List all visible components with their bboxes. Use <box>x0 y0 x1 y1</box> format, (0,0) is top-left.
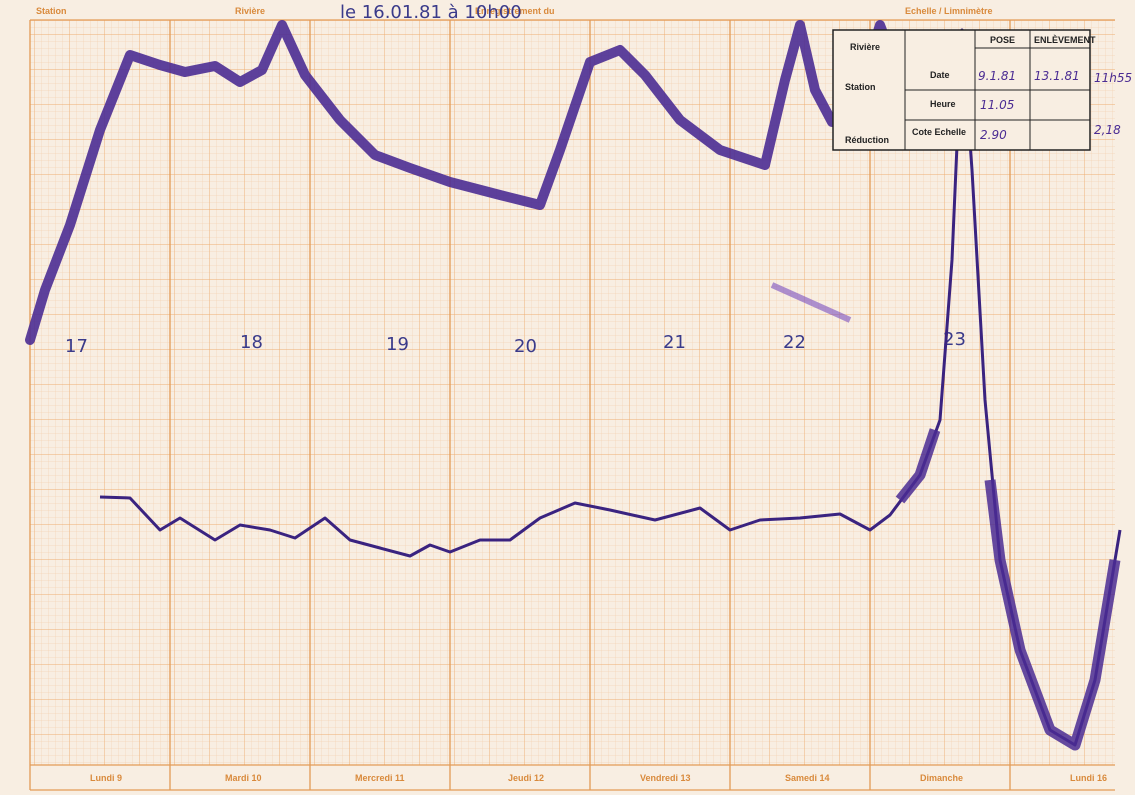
day-lines <box>29 19 1115 791</box>
table-label: Date <box>930 70 950 80</box>
side-note: 11h55 <box>1094 71 1132 85</box>
day-number: 18 <box>240 332 263 353</box>
weekday: Dimanche <box>920 773 963 783</box>
weekday: Mercredi 11 <box>355 773 405 783</box>
weekday: Lundi 9 <box>90 773 122 783</box>
lower-trace <box>99 28 1122 747</box>
column-header: ENLÈVEMENT <box>1034 35 1096 45</box>
header-label: Station <box>36 6 67 16</box>
record-table: Rivière Station Réduction Date Heure Cot… <box>832 29 1132 151</box>
weekday: Jeudi 12 <box>508 773 544 783</box>
table-label: Rivière <box>850 42 880 52</box>
header-label: Rivière <box>235 6 265 16</box>
table-cell: 13.1.81 <box>1034 69 1080 83</box>
day-number: 23 <box>943 329 966 350</box>
table-label: Heure <box>930 99 956 109</box>
day-number: 21 <box>663 332 686 353</box>
handwritten-note: le 16.01.81 à 10h00 <box>340 2 522 23</box>
weekday: Vendredi 13 <box>640 773 691 783</box>
weekday-labels: Lundi 9 Mardi 10 Mercredi 11 Jeudi 12 Ve… <box>90 773 1107 783</box>
weekday: Lundi 16 <box>1070 773 1107 783</box>
table-label: Réduction <box>845 135 889 145</box>
day-numbers: 17 18 19 20 21 22 23 <box>65 329 966 357</box>
weekday: Mardi 10 <box>225 773 262 783</box>
day-number: 17 <box>65 336 88 357</box>
header-label: Enregistrement du <box>475 6 555 16</box>
table-cell: 11.05 <box>980 98 1014 112</box>
table-label: Cote Echelle <box>912 127 966 137</box>
day-number: 19 <box>386 334 409 355</box>
ink-smudge <box>770 282 852 323</box>
column-header: POSE <box>990 35 1015 45</box>
table-cell: 9.1.81 <box>978 69 1016 83</box>
upper-trace <box>25 20 945 345</box>
side-note: 2,18 <box>1094 123 1121 137</box>
day-number: 20 <box>514 336 537 357</box>
day-number: 22 <box>783 332 806 353</box>
weekday: Samedi 14 <box>785 773 830 783</box>
table-cell: 2.90 <box>980 128 1007 142</box>
header-label: Echelle / Limnimètre <box>905 6 993 16</box>
lower-trace-ink <box>895 428 1121 751</box>
table-label: Station <box>845 82 876 92</box>
